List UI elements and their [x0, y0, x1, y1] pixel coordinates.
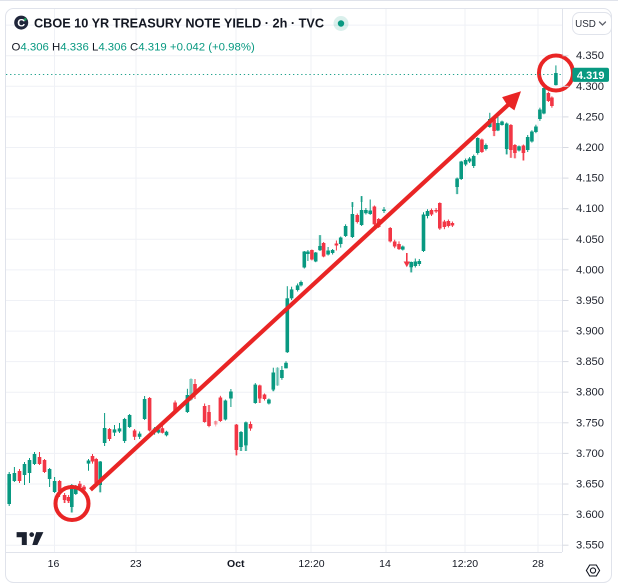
svg-text:3.750: 3.750 [576, 417, 604, 429]
svg-text:4.319: 4.319 [577, 70, 605, 82]
svg-text:12:20: 12:20 [298, 558, 324, 570]
svg-text:12:20: 12:20 [452, 558, 478, 570]
svg-text:4.100: 4.100 [576, 203, 604, 215]
svg-text:3.850: 3.850 [576, 356, 604, 368]
svg-text:C: C [17, 18, 25, 30]
svg-text:4.300: 4.300 [576, 81, 604, 93]
svg-text:3.950: 3.950 [576, 295, 604, 307]
svg-text:3.600: 3.600 [576, 509, 604, 521]
svg-text:3.550: 3.550 [576, 540, 604, 552]
svg-text:O4.306 H4.336 L4.306 C4.319 +0: O4.306 H4.336 L4.306 C4.319 +0.042 (+0.9… [12, 42, 255, 54]
svg-text:4.050: 4.050 [576, 234, 604, 246]
svg-text:4.250: 4.250 [576, 111, 604, 123]
svg-text:23: 23 [130, 558, 142, 570]
svg-text:14: 14 [379, 558, 391, 570]
svg-text:4.000: 4.000 [576, 264, 604, 276]
svg-text:Oct: Oct [227, 558, 245, 570]
svg-text:3.700: 3.700 [576, 448, 604, 460]
svg-text:USD: USD [575, 19, 596, 30]
svg-text:28: 28 [532, 558, 544, 570]
svg-text:16: 16 [48, 558, 60, 570]
svg-text:CBOE 10 YR TREASURY NOTE YIELD: CBOE 10 YR TREASURY NOTE YIELD · 2h · TV… [34, 17, 324, 31]
svg-text:4.200: 4.200 [576, 142, 604, 154]
svg-text:4.150: 4.150 [576, 173, 604, 185]
svg-text:4.350: 4.350 [576, 50, 604, 62]
svg-text:3.650: 3.650 [576, 479, 604, 491]
svg-text:3.900: 3.900 [576, 326, 604, 338]
svg-text:3.800: 3.800 [576, 387, 604, 399]
